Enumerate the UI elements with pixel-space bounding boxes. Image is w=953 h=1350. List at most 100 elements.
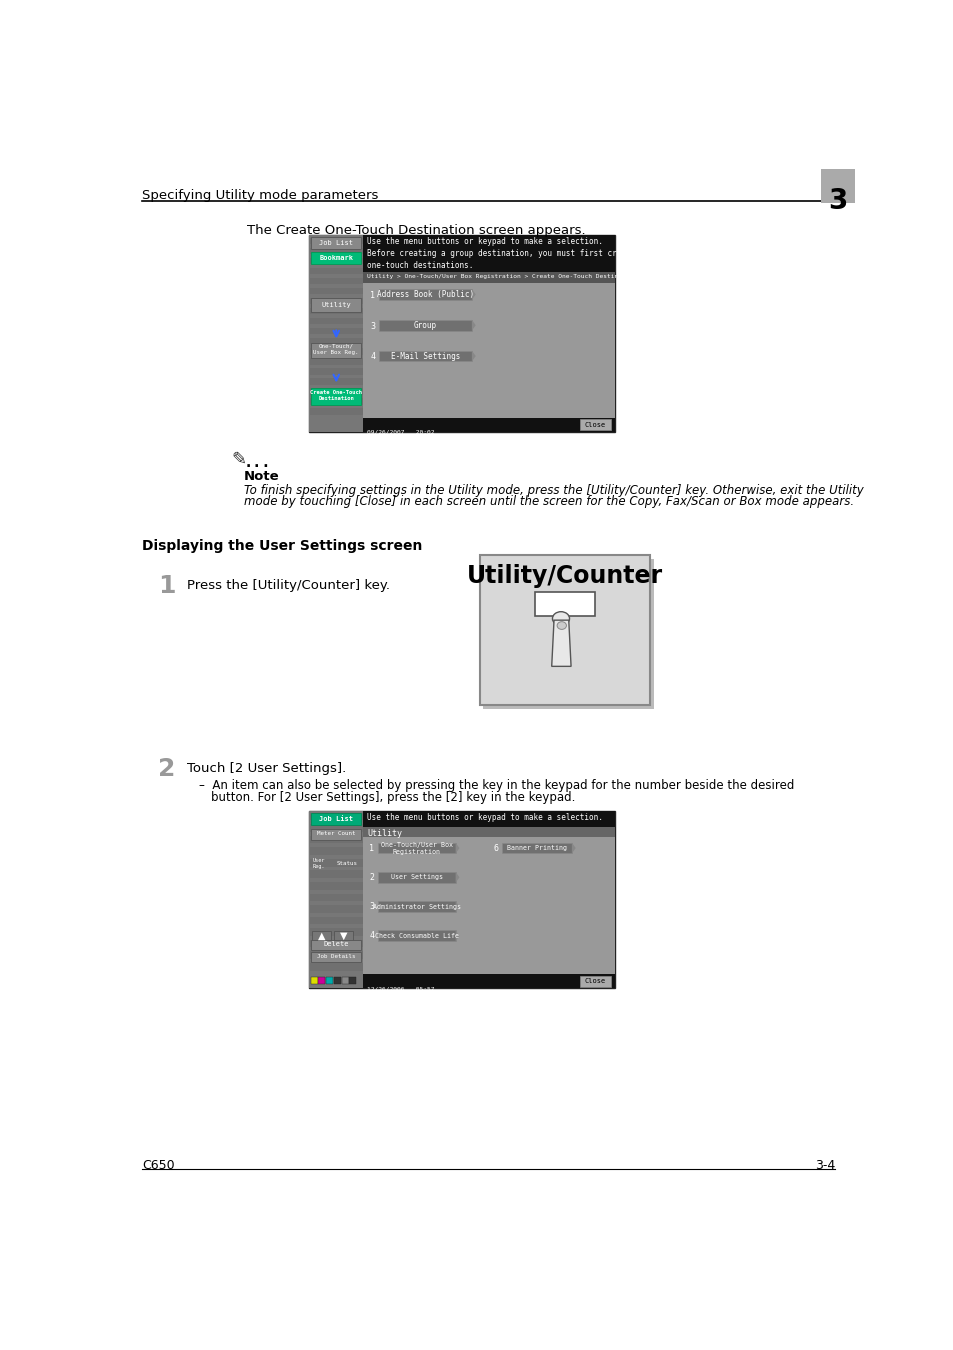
Text: Check Consumable Life: Check Consumable Life bbox=[375, 933, 458, 938]
FancyBboxPatch shape bbox=[310, 836, 362, 844]
Text: mode by touching [Close] in each screen until the screen for the Copy, Fax/Scan : mode by touching [Close] in each screen … bbox=[244, 495, 853, 509]
FancyBboxPatch shape bbox=[312, 931, 331, 941]
Text: Touch [2 User Settings].: Touch [2 User Settings]. bbox=[187, 761, 346, 775]
FancyBboxPatch shape bbox=[378, 351, 472, 362]
Text: 4: 4 bbox=[369, 931, 374, 941]
FancyBboxPatch shape bbox=[311, 976, 317, 984]
Text: 09/26/2007   20:02
Memory   100%: 09/26/2007 20:02 Memory 100% bbox=[367, 429, 435, 440]
Text: Bookmark: Bookmark bbox=[319, 255, 353, 262]
FancyBboxPatch shape bbox=[310, 369, 362, 374]
FancyBboxPatch shape bbox=[378, 320, 472, 331]
FancyBboxPatch shape bbox=[309, 235, 615, 432]
Text: One-Touch/User Box
Registration: One-Touch/User Box Registration bbox=[380, 841, 453, 855]
FancyBboxPatch shape bbox=[311, 952, 360, 963]
Text: Close: Close bbox=[584, 979, 605, 984]
FancyBboxPatch shape bbox=[310, 258, 362, 265]
Text: button. For [2 User Settings], press the [2] key in the keypad.: button. For [2 User Settings], press the… bbox=[211, 791, 575, 805]
FancyBboxPatch shape bbox=[377, 872, 456, 883]
FancyBboxPatch shape bbox=[310, 917, 362, 925]
FancyBboxPatch shape bbox=[326, 976, 333, 984]
Text: 1: 1 bbox=[369, 844, 374, 853]
FancyBboxPatch shape bbox=[363, 826, 615, 837]
Ellipse shape bbox=[552, 612, 569, 625]
FancyBboxPatch shape bbox=[318, 976, 325, 984]
Text: Job List: Job List bbox=[319, 240, 353, 246]
FancyBboxPatch shape bbox=[311, 252, 360, 265]
FancyBboxPatch shape bbox=[310, 248, 362, 254]
FancyBboxPatch shape bbox=[311, 236, 360, 248]
FancyBboxPatch shape bbox=[377, 902, 456, 913]
Text: Close: Close bbox=[584, 421, 605, 428]
Text: Displaying the User Settings screen: Displaying the User Settings screen bbox=[142, 539, 422, 553]
FancyBboxPatch shape bbox=[310, 825, 362, 832]
Text: 4: 4 bbox=[370, 352, 375, 362]
FancyBboxPatch shape bbox=[310, 894, 362, 902]
Text: ▼: ▼ bbox=[339, 931, 347, 941]
FancyBboxPatch shape bbox=[309, 235, 363, 432]
Text: ▲: ▲ bbox=[317, 931, 325, 941]
FancyBboxPatch shape bbox=[311, 387, 360, 405]
FancyBboxPatch shape bbox=[310, 358, 362, 364]
Text: User
Reg.: User Reg. bbox=[313, 859, 325, 869]
Polygon shape bbox=[571, 842, 575, 853]
FancyBboxPatch shape bbox=[310, 963, 362, 971]
Text: Status: Status bbox=[335, 861, 356, 865]
FancyBboxPatch shape bbox=[310, 940, 362, 948]
FancyBboxPatch shape bbox=[310, 278, 362, 285]
Text: 3-4: 3-4 bbox=[814, 1160, 835, 1172]
Text: –  An item can also be selected by pressing the key in the keypad for the number: – An item can also be selected by pressi… bbox=[199, 779, 794, 791]
Text: Job List: Job List bbox=[319, 815, 353, 822]
Text: 1: 1 bbox=[370, 290, 375, 300]
FancyBboxPatch shape bbox=[310, 904, 362, 913]
FancyBboxPatch shape bbox=[310, 348, 362, 355]
Text: Group: Group bbox=[414, 321, 436, 329]
FancyBboxPatch shape bbox=[310, 378, 362, 385]
Text: The Create One-Touch Destination screen appears.: The Create One-Touch Destination screen … bbox=[247, 224, 585, 236]
FancyBboxPatch shape bbox=[310, 328, 362, 335]
Text: Job Details: Job Details bbox=[316, 954, 355, 958]
FancyBboxPatch shape bbox=[363, 273, 615, 284]
FancyBboxPatch shape bbox=[378, 289, 472, 300]
Polygon shape bbox=[456, 842, 459, 853]
Text: Create One-Touch
Destination: Create One-Touch Destination bbox=[310, 390, 362, 401]
FancyBboxPatch shape bbox=[501, 842, 571, 853]
Text: 3: 3 bbox=[370, 321, 375, 331]
FancyBboxPatch shape bbox=[310, 389, 362, 394]
FancyBboxPatch shape bbox=[309, 811, 363, 988]
FancyBboxPatch shape bbox=[310, 398, 362, 405]
FancyBboxPatch shape bbox=[311, 940, 360, 949]
Polygon shape bbox=[456, 930, 459, 941]
FancyBboxPatch shape bbox=[310, 289, 362, 294]
Text: Note: Note bbox=[244, 470, 279, 483]
FancyBboxPatch shape bbox=[334, 976, 340, 984]
Text: 3: 3 bbox=[827, 186, 846, 215]
Ellipse shape bbox=[557, 622, 566, 629]
Text: 12/26/2006   05:57
Memory   100%: 12/26/2006 05:57 Memory 100% bbox=[367, 987, 435, 998]
FancyBboxPatch shape bbox=[363, 811, 615, 988]
FancyBboxPatch shape bbox=[310, 871, 362, 878]
FancyBboxPatch shape bbox=[310, 952, 362, 958]
Text: 1: 1 bbox=[158, 574, 175, 598]
Text: 3: 3 bbox=[369, 902, 374, 911]
Polygon shape bbox=[456, 902, 459, 913]
Text: Press the [Utility/Counter] key.: Press the [Utility/Counter] key. bbox=[187, 579, 390, 591]
FancyBboxPatch shape bbox=[377, 930, 456, 941]
FancyBboxPatch shape bbox=[309, 811, 615, 988]
FancyBboxPatch shape bbox=[311, 829, 360, 840]
Text: Specifying Utility mode parameters: Specifying Utility mode parameters bbox=[142, 189, 378, 202]
FancyBboxPatch shape bbox=[311, 298, 360, 312]
Text: Utility/Counter: Utility/Counter bbox=[466, 564, 662, 589]
Polygon shape bbox=[551, 620, 571, 667]
FancyBboxPatch shape bbox=[310, 859, 362, 867]
FancyBboxPatch shape bbox=[310, 882, 362, 890]
FancyBboxPatch shape bbox=[334, 931, 353, 941]
Text: 6: 6 bbox=[493, 844, 497, 853]
Text: Utility: Utility bbox=[321, 302, 351, 308]
FancyBboxPatch shape bbox=[363, 235, 615, 273]
FancyBboxPatch shape bbox=[479, 555, 649, 705]
FancyBboxPatch shape bbox=[310, 319, 362, 324]
Polygon shape bbox=[472, 351, 476, 362]
Text: ✎: ✎ bbox=[232, 451, 247, 468]
FancyBboxPatch shape bbox=[310, 298, 362, 305]
Polygon shape bbox=[472, 289, 476, 300]
